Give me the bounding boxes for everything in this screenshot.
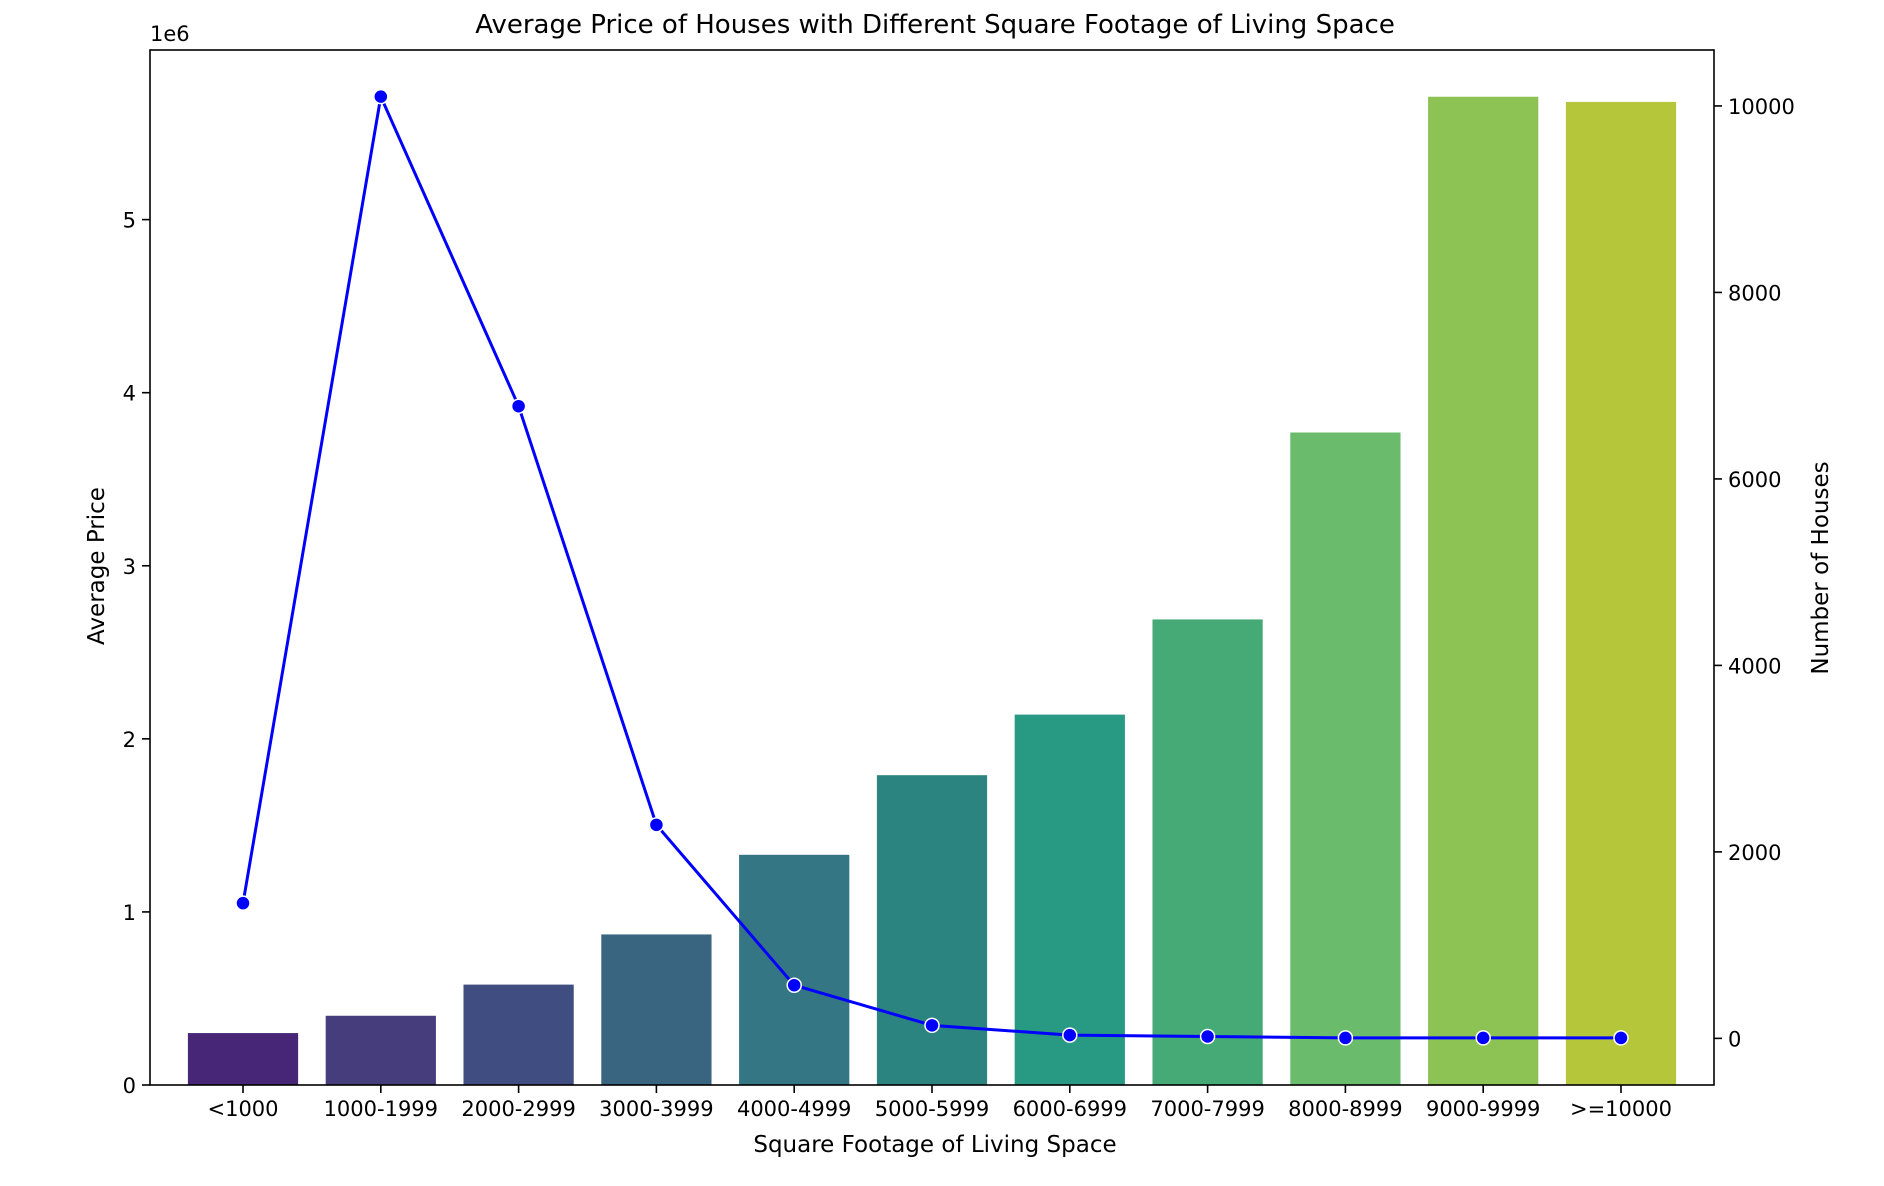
price-bar bbox=[739, 854, 850, 1085]
axes-layer: 0 1 2 3 4 5 0 2000 4000 6000 8000 10000 <1000 1000-19… bbox=[123, 49, 1795, 1121]
count-point bbox=[786, 977, 802, 993]
left-y-tick-label: 2 bbox=[123, 728, 136, 752]
price-bar bbox=[325, 1015, 436, 1085]
chart-title: Average Price of Houses with Different S… bbox=[475, 10, 1395, 40]
price-bar bbox=[601, 934, 712, 1085]
count-point bbox=[510, 398, 527, 414]
count-line-layer bbox=[235, 88, 1629, 1046]
x-tick-label: 3000-3999 bbox=[599, 1097, 713, 1121]
left-y-tick-label: 1 bbox=[123, 901, 136, 925]
right-y-axis-label: Number of Houses bbox=[1808, 461, 1834, 674]
x-tick-label: 9000-9999 bbox=[1426, 1097, 1540, 1121]
right-y-tick-label: 6000 bbox=[1728, 468, 1781, 492]
count-point bbox=[1199, 1028, 1216, 1045]
left-axis-offset-label: 1e6 bbox=[150, 22, 190, 46]
price-bar bbox=[876, 775, 988, 1085]
price-bar bbox=[1428, 96, 1539, 1085]
left-y-tick-label: 3 bbox=[123, 555, 136, 579]
right-y-tick-label: 10000 bbox=[1728, 95, 1795, 119]
x-tick-label: 6000-6999 bbox=[1013, 1097, 1127, 1121]
price-bar bbox=[463, 984, 574, 1085]
x-axis-label: Square Footage of Living Space bbox=[753, 1132, 1116, 1158]
right-y-tick-label: 2000 bbox=[1728, 841, 1781, 865]
x-tick-label: >=10000 bbox=[1570, 1097, 1672, 1121]
count-point bbox=[1475, 1030, 1491, 1046]
x-tick-label: 1000-1999 bbox=[324, 1097, 438, 1121]
right-y-tick-label: 0 bbox=[1728, 1027, 1741, 1051]
left-y-tick-label: 5 bbox=[123, 209, 136, 233]
x-tick-label: 8000-8999 bbox=[1288, 1097, 1402, 1121]
right-y-tick-label: 8000 bbox=[1728, 281, 1781, 305]
x-tick-label: 7000-7999 bbox=[1150, 1097, 1264, 1121]
bars-layer bbox=[187, 96, 1677, 1085]
count-point bbox=[1337, 1030, 1354, 1046]
count-point bbox=[1613, 1030, 1629, 1046]
x-tick-label: 5000-5999 bbox=[875, 1097, 989, 1121]
price-bar bbox=[187, 1033, 299, 1085]
count-point bbox=[924, 1017, 940, 1034]
price-bar bbox=[1014, 714, 1125, 1085]
count-point bbox=[235, 895, 251, 911]
x-tick-label: 4000-4999 bbox=[737, 1097, 851, 1121]
x-tick-label: 2000-2999 bbox=[461, 1097, 575, 1121]
count-point bbox=[373, 88, 389, 105]
count-point bbox=[648, 817, 665, 833]
price-bar bbox=[1565, 101, 1677, 1085]
left-y-axis-label: Average Price bbox=[84, 487, 110, 645]
left-y-tick-label: 0 bbox=[123, 1074, 136, 1098]
x-tick-label: <1000 bbox=[207, 1097, 278, 1121]
right-y-tick-label: 4000 bbox=[1728, 654, 1781, 678]
price-bar bbox=[1152, 619, 1263, 1085]
left-y-tick-label: 4 bbox=[123, 382, 136, 406]
price-bar bbox=[1290, 432, 1401, 1085]
count-point bbox=[1062, 1027, 1078, 1043]
